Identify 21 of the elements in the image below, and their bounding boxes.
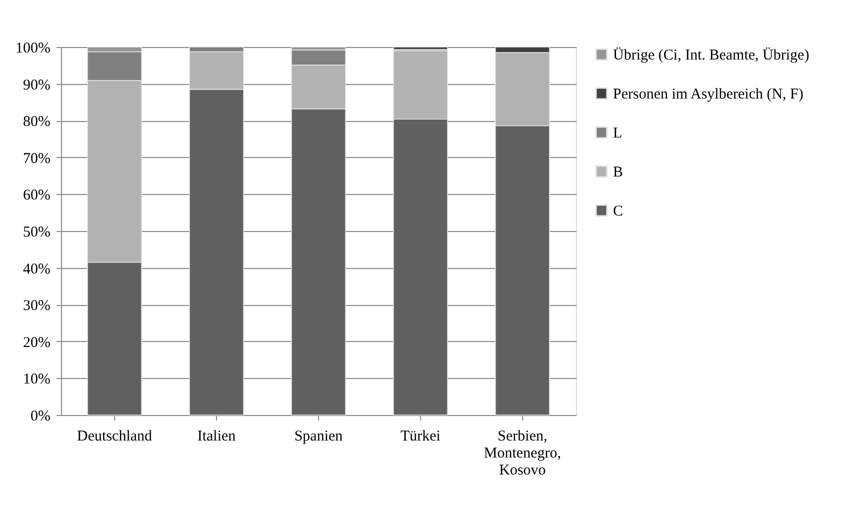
x-tick-label: Serbien, Montenegro, Kosovo (484, 428, 561, 478)
y-tick-label: 100% (16, 40, 50, 56)
x-tick-label: Türkei (400, 428, 440, 444)
legend-label: Personen im Asylbereich (N, F) (613, 86, 804, 102)
legend-label: Übrige (Ci, Int. Beamte, Übrige) (613, 46, 810, 64)
y-tick-label: 0% (30, 408, 50, 424)
y-tick-label: 50% (23, 224, 50, 240)
y-tick-label: 40% (23, 261, 50, 278)
x-tick-label: Italien (197, 428, 236, 444)
y-tick-label: 30% (23, 298, 50, 314)
legend-label: L (613, 126, 622, 142)
x-tick-label: Spanien (294, 428, 344, 444)
y-tick-label: 80% (23, 114, 50, 130)
y-tick-label: 90% (23, 77, 50, 94)
y-tick-label: 60% (23, 188, 50, 204)
y-tick-label: 70% (23, 150, 50, 167)
legend-label: B (613, 164, 624, 180)
legend-label: C (613, 204, 624, 220)
y-tick-label: 10% (23, 372, 50, 388)
x-tick-label: Deutschland (77, 428, 153, 444)
y-tick-label: 20% (23, 334, 50, 351)
